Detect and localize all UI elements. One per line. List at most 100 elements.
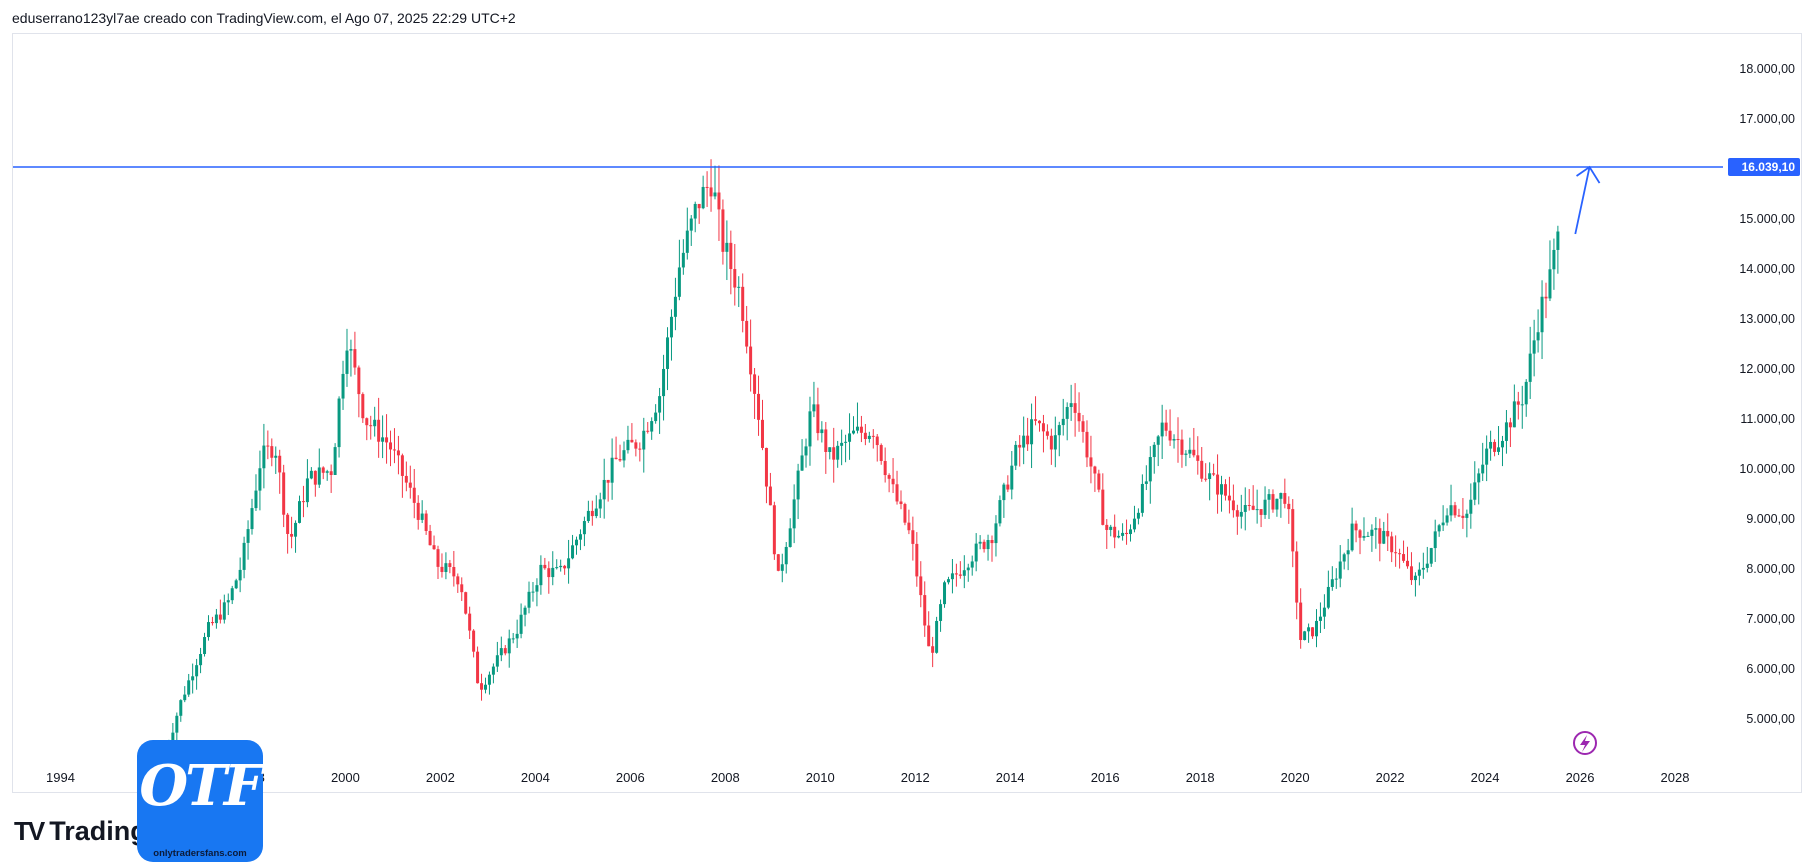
candle-body xyxy=(416,502,420,520)
candle-body xyxy=(662,368,666,397)
candle-body xyxy=(1101,489,1105,525)
candle-body xyxy=(575,539,579,546)
candle-body xyxy=(741,286,745,321)
candle-body xyxy=(1045,431,1049,436)
candle-body xyxy=(855,426,859,431)
candle-body xyxy=(673,296,677,317)
bolt-icon[interactable] xyxy=(1573,731,1597,755)
candle-body xyxy=(495,655,499,667)
candle-body xyxy=(614,457,618,460)
candle-body xyxy=(1425,563,1429,568)
candle-body xyxy=(713,192,717,197)
candle-body xyxy=(345,350,349,374)
candle-body xyxy=(1540,296,1544,333)
candle-body xyxy=(571,545,575,559)
candle-body xyxy=(210,622,214,624)
candle-body xyxy=(242,542,246,570)
candle-body xyxy=(733,269,737,288)
candle-body xyxy=(1105,524,1109,530)
candle-body xyxy=(373,419,377,427)
candle-body xyxy=(535,585,539,592)
candle-body xyxy=(250,508,254,530)
candle-body xyxy=(396,450,400,456)
candle-body xyxy=(1030,419,1034,445)
candle-body xyxy=(1295,551,1299,603)
candle-body xyxy=(1314,620,1318,637)
candle-body xyxy=(436,549,440,567)
candle-body xyxy=(1049,435,1053,450)
candle-body xyxy=(1374,528,1378,530)
candle-body xyxy=(776,554,780,571)
y-tick-label: 11.000,00 xyxy=(1740,412,1795,426)
candle-body xyxy=(1125,532,1129,535)
chart-attribution: eduserrano123yl7ae creado con TradingVie… xyxy=(12,10,516,26)
candle-body xyxy=(1081,421,1085,432)
arrow-head xyxy=(1576,165,1601,184)
candle-body xyxy=(883,460,887,476)
candle-body xyxy=(1196,455,1200,461)
candle-body xyxy=(753,374,757,394)
candle-body xyxy=(1346,550,1350,555)
candle-body xyxy=(1465,513,1469,518)
candle-body xyxy=(377,419,381,442)
candle-body xyxy=(175,715,179,733)
candle-body xyxy=(559,565,563,568)
candle-body xyxy=(879,445,883,461)
candle-body xyxy=(491,666,495,675)
candle-body xyxy=(958,574,962,576)
candle-body xyxy=(547,568,551,578)
candle-body xyxy=(764,447,768,487)
candle-body xyxy=(768,486,772,506)
chart-area[interactable]: 5.000,00 6.000,00 7.000,00 8.000,00 9.000,00… xyxy=(12,33,1802,793)
candle-body xyxy=(321,467,325,473)
candle-body xyxy=(1164,422,1168,431)
candle-body xyxy=(1144,481,1148,484)
candle-body xyxy=(309,470,313,479)
projection-arrow[interactable] xyxy=(1574,165,1601,235)
candles-group xyxy=(163,159,1560,771)
candle-body xyxy=(1223,484,1227,496)
candle-body xyxy=(199,654,203,666)
x-tick-label: 2008 xyxy=(711,770,740,785)
candle-body xyxy=(982,541,986,550)
candle-body xyxy=(1421,567,1425,570)
candle-body xyxy=(1184,453,1188,455)
candle-body xyxy=(1121,532,1125,536)
candle-body xyxy=(448,563,452,568)
candle-body xyxy=(1536,332,1540,341)
candle-body xyxy=(986,540,990,550)
candle-body xyxy=(1113,526,1117,538)
candle-body xyxy=(1002,484,1006,501)
candle-body xyxy=(440,566,444,573)
candle-body xyxy=(1398,553,1402,555)
candle-body xyxy=(329,471,333,475)
candle-body xyxy=(349,349,353,351)
candle-body xyxy=(1417,569,1421,576)
candle-body xyxy=(1132,518,1136,530)
candle-body xyxy=(946,579,950,583)
candle-body xyxy=(1445,515,1449,523)
candle-body xyxy=(472,630,476,652)
candle-body xyxy=(499,648,503,656)
candle-body xyxy=(816,404,820,434)
candle-body xyxy=(1358,530,1362,538)
candle-body xyxy=(179,700,183,716)
candle-body xyxy=(1097,473,1101,490)
candle-body xyxy=(404,475,408,483)
candle-body xyxy=(725,242,729,252)
candle-body xyxy=(911,530,915,544)
candle-body xyxy=(1018,444,1022,448)
candle-body xyxy=(523,607,527,615)
candle-body xyxy=(1362,536,1366,538)
candle-body xyxy=(543,564,547,569)
candle-body xyxy=(1259,509,1263,515)
candle-body xyxy=(863,432,867,440)
candle-body xyxy=(1271,494,1275,510)
candle-body xyxy=(903,504,907,523)
candle-body xyxy=(598,499,602,509)
candle-body xyxy=(1057,425,1061,436)
candle-body xyxy=(796,470,800,500)
candle-body xyxy=(800,455,804,471)
candle-body xyxy=(1497,447,1501,452)
candle-body xyxy=(950,573,954,580)
